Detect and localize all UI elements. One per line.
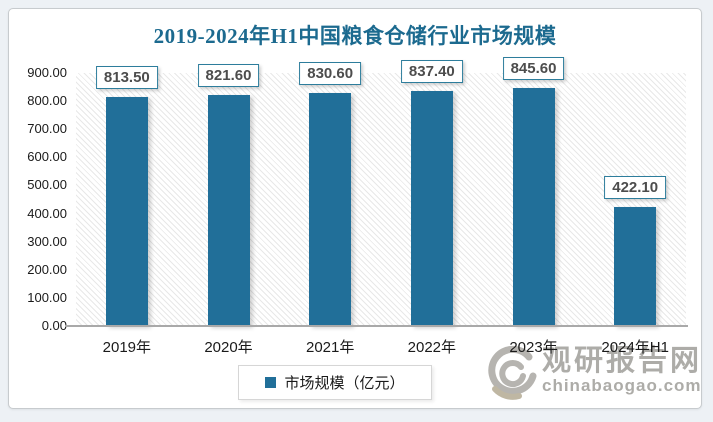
y-axis-tick-label: 100.00: [27, 289, 67, 305]
legend-square-icon: [265, 377, 277, 388]
legend-box: 市场规模（亿元）: [238, 365, 432, 400]
y-axis-tick-label: 300.00: [27, 233, 67, 249]
x-axis-line: [65, 325, 688, 327]
watermark-logo-icon: [485, 345, 539, 410]
y-axis-tick-label: 800.00: [27, 93, 67, 109]
plot-area: 813.50 821.60 830.60 837.40 845.60 422.1…: [76, 57, 686, 326]
bar: [207, 95, 250, 326]
legend-label: 市场规模（亿元）: [284, 375, 405, 392]
x-axis-label: 2022年: [407, 339, 457, 356]
y-axis-tick-label: 400.00: [27, 205, 67, 221]
x-axis-label: 2024年H1: [601, 339, 669, 356]
y-axis-tick-label: 500.00: [27, 177, 67, 193]
bar: [105, 97, 148, 326]
bar: [512, 88, 555, 326]
bar: [614, 207, 657, 326]
bar-group: 821.60: [178, 64, 280, 326]
y-axis-tick-label: 900.00: [27, 65, 67, 80]
bar: [410, 90, 453, 326]
y-axis-tick-label: 200.00: [27, 261, 67, 277]
bar: [309, 92, 352, 326]
legend: 市场规模（亿元）: [9, 365, 661, 400]
bar-value-label: 837.40: [400, 59, 463, 83]
y-axis-tick-label: 0.00: [41, 317, 67, 333]
bar-group: 813.50: [76, 66, 178, 326]
x-axis-label: 2023年: [509, 339, 558, 356]
chart-panel: 2019-2024年H1中国粮食仓储行业市场规模 900.00 800.00 7…: [8, 8, 702, 409]
watermark: 观研报告网 chinabaogao.com: [485, 345, 702, 410]
bar-value-label: 830.60: [299, 61, 362, 85]
x-axis-label: 2021年: [305, 339, 355, 356]
bar-value-label: 821.60: [197, 64, 260, 87]
watermark-site-url: chinabaogao.com: [542, 376, 702, 395]
x-axis: 2019年 2020年 2021年 2022年 2023年 2024年H1: [76, 336, 686, 357]
x-axis-label: 2020年: [204, 339, 253, 356]
watermark-site-name: 观研报告网: [542, 345, 703, 377]
x-axis-label: 2019年: [102, 339, 152, 356]
bar-group: 422.10: [584, 73, 686, 326]
bar-group: 845.60: [483, 57, 585, 326]
watermark-text: 观研报告网 chinabaogao.com: [542, 345, 702, 395]
bar-value-label: 813.50: [95, 66, 158, 90]
bar-group: 837.40: [381, 59, 483, 326]
y-axis-tick-label: 700.00: [27, 121, 67, 137]
bar-group: 830.60: [279, 61, 381, 326]
y-axis-tick-label: 600.00: [27, 149, 67, 165]
bar-value-label: 422.10: [604, 176, 667, 200]
chart-title: 2019-2024年H1中国粮食仓储行业市场规模: [153, 24, 557, 48]
y-axis: 900.00 800.00 700.00 600.00 500.00 400.0…: [9, 64, 67, 335]
bar-value-label: 845.60: [502, 57, 565, 81]
